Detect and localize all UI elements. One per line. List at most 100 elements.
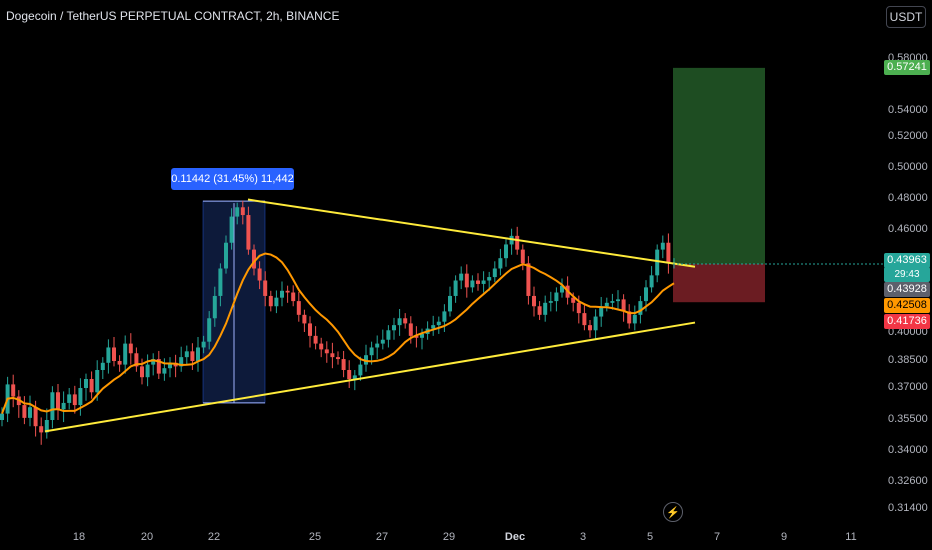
- candle-body: [252, 249, 256, 269]
- candle-body: [397, 318, 402, 326]
- candle-body: [464, 273, 469, 288]
- currency-button[interactable]: USDT: [886, 6, 926, 28]
- candle-body: [218, 268, 223, 296]
- candle-body: [352, 375, 357, 379]
- candle-body: [604, 302, 609, 307]
- candle-body: [285, 290, 290, 293]
- candle-body: [212, 295, 217, 319]
- candle-body: [392, 325, 396, 331]
- candle-body: [420, 333, 424, 338]
- candle-body: [666, 242, 671, 264]
- price-label-0.54: 0.54000: [888, 104, 928, 116]
- time-label: 20: [140, 531, 154, 543]
- price-label-0.46: 0.46000: [888, 223, 928, 235]
- candle-body: [375, 343, 380, 348]
- candle-body: [504, 244, 508, 259]
- candle-body: [190, 351, 195, 361]
- candle-body: [532, 295, 536, 307]
- candle-body: [246, 215, 251, 250]
- candle-body: [588, 325, 592, 331]
- candle-body: [263, 280, 268, 296]
- candle-body: [140, 366, 144, 378]
- candle-body: [50, 392, 55, 420]
- time-label: 3: [579, 531, 587, 543]
- candle-body: [89, 379, 94, 393]
- candle-body: [571, 297, 576, 303]
- candle-body: [56, 392, 60, 410]
- candle-body: [341, 359, 346, 370]
- candle-body: [487, 277, 492, 281]
- candle-body: [655, 249, 660, 276]
- candle-body: [100, 362, 105, 370]
- candle-body: [554, 292, 559, 302]
- candle-body: [296, 301, 301, 315]
- candle-body: [492, 268, 497, 278]
- candle-body: [459, 273, 464, 281]
- candle-body: [599, 306, 604, 317]
- candle-body: [229, 216, 234, 243]
- candle-body: [240, 207, 245, 216]
- candle-body: [408, 323, 413, 336]
- candle-body: [347, 370, 352, 379]
- price-label-0.326: 0.32600: [888, 475, 928, 487]
- target-price-tag: 0.57241: [884, 60, 930, 75]
- candle-body: [543, 302, 548, 315]
- candle-body: [610, 301, 615, 303]
- candle-body: [649, 275, 654, 288]
- time-label-month: Dec: [504, 531, 526, 543]
- price-label-0.314: 0.31400: [888, 502, 928, 514]
- profit-zone: [673, 67, 765, 264]
- time-label: 11: [845, 531, 857, 543]
- candle-body: [61, 402, 66, 410]
- time-label: 7: [713, 531, 721, 543]
- moving-average-line: [1, 252, 675, 414]
- time-label: 9: [780, 531, 788, 543]
- candle-body: [470, 280, 475, 288]
- candle-body: [448, 295, 452, 312]
- candle-body: [84, 379, 88, 388]
- price-label-0.52: 0.52000: [888, 130, 928, 142]
- candle-body: [627, 311, 632, 324]
- lightning-icon[interactable]: ⚡: [663, 502, 683, 522]
- candle-body: [414, 335, 419, 338]
- candle-body: [224, 242, 228, 269]
- candle-body: [537, 306, 542, 315]
- candle-body: [616, 299, 620, 302]
- price-label-0.385: 0.38500: [888, 354, 928, 366]
- candle-body: [28, 407, 32, 418]
- candle-body: [11, 384, 16, 397]
- candle-body: [145, 364, 150, 378]
- candle-body: [33, 407, 38, 427]
- candle-body: [498, 258, 503, 269]
- time-label: 25: [308, 531, 322, 543]
- candle-body: [179, 357, 184, 367]
- candle-body: [291, 292, 296, 302]
- candle-body: [380, 339, 385, 344]
- candle-body: [235, 207, 240, 217]
- candle-body: [22, 405, 27, 418]
- candle-body: [560, 285, 564, 293]
- price-label-0.355: 0.35500: [888, 413, 928, 425]
- symbol-title: Dogecoin / TetherUS PERPETUAL CONTRACT, …: [6, 9, 340, 23]
- candle-body: [442, 311, 447, 322]
- candle-body: [319, 343, 324, 350]
- candle-body: [280, 290, 284, 298]
- candle-body: [481, 280, 486, 284]
- candle-body: [403, 318, 408, 324]
- candle-body: [453, 280, 458, 296]
- candle-body: [201, 341, 206, 348]
- candle-body: [576, 302, 581, 314]
- candle-body: [330, 353, 335, 358]
- candle-body: [632, 314, 637, 324]
- stop-loss-zone: [673, 263, 765, 303]
- candle-body: [207, 318, 212, 342]
- price-label-0.37: 0.37000: [888, 381, 928, 393]
- candle-body: [0, 413, 4, 420]
- resistance-trendline: [247, 198, 696, 268]
- candle-body: [112, 347, 116, 361]
- time-label: 22: [207, 531, 221, 543]
- candle-body: [95, 370, 100, 393]
- candle-body: [644, 287, 648, 302]
- price-label-0.48: 0.48000: [888, 192, 928, 204]
